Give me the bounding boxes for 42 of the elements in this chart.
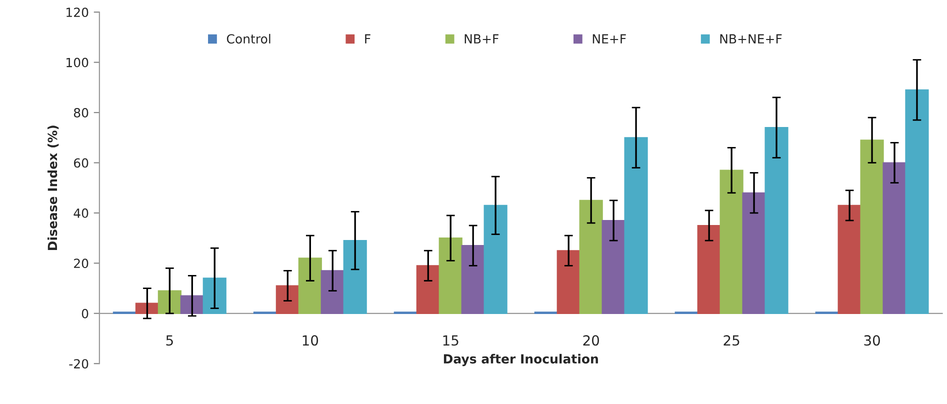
bar <box>697 224 721 314</box>
bar <box>579 200 603 314</box>
y-axis-title: Disease Index (%) <box>48 126 59 250</box>
bar <box>276 285 300 314</box>
x-tick-label: 20 <box>583 335 599 346</box>
y-tick-label: 40 <box>74 208 88 218</box>
bar <box>905 89 929 314</box>
bar <box>742 192 766 314</box>
bar <box>602 220 626 314</box>
bar <box>343 240 367 314</box>
y-tick-label: 20 <box>74 258 88 268</box>
x-tick-label: 10 <box>302 335 318 346</box>
bar <box>416 265 440 314</box>
bar <box>438 238 462 314</box>
legend-label: NB+NE+F <box>720 34 782 44</box>
x-tick-label: 30 <box>864 335 880 346</box>
bar <box>556 250 580 314</box>
legend-label: NE+F <box>592 34 626 44</box>
bar <box>624 137 648 314</box>
legend-label: NB+F <box>464 34 498 44</box>
x-tick-label: 5 <box>166 335 173 346</box>
bar <box>320 270 344 314</box>
bar <box>298 258 322 314</box>
x-tick-label: 25 <box>724 335 740 346</box>
y-tick-label: 0 <box>82 308 88 318</box>
bar <box>720 170 744 314</box>
y-tick-label: 80 <box>74 108 88 118</box>
legend-label: Control <box>226 34 270 44</box>
bar <box>764 127 788 314</box>
bar <box>202 278 226 314</box>
y-tick-label: 100 <box>66 58 88 68</box>
bar <box>838 204 862 314</box>
bar <box>484 204 508 314</box>
y-tick-label: 120 <box>66 8 88 18</box>
legend-label: F <box>365 34 370 44</box>
bar <box>461 245 485 314</box>
y-tick-label: 60 <box>74 158 88 168</box>
x-axis-title: Days after Inoculation <box>444 354 598 366</box>
x-tick-label: 15 <box>443 335 458 346</box>
bar <box>860 140 884 314</box>
bar <box>882 162 906 314</box>
y-tick-label: -20 <box>69 359 88 369</box>
